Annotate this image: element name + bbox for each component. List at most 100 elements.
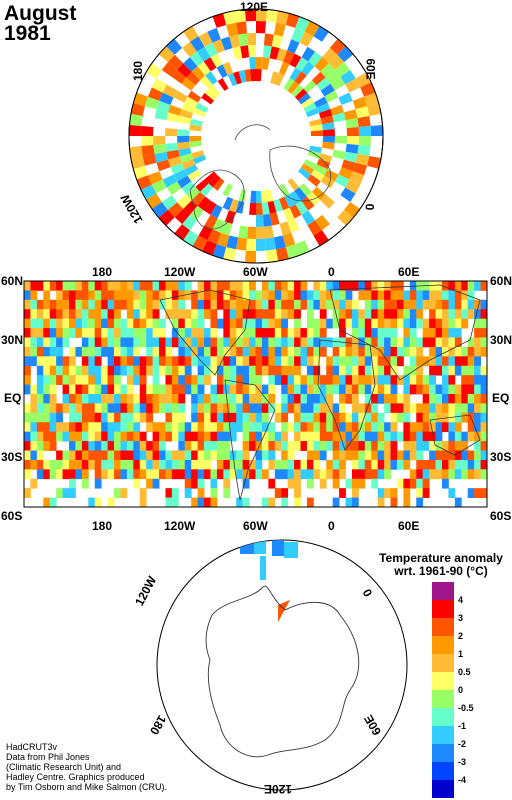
anomaly-cell <box>358 281 366 291</box>
anomaly-cell <box>30 290 38 301</box>
polar-anomaly-cell <box>191 191 206 206</box>
anomaly-cell <box>313 318 321 329</box>
anomaly-cell <box>24 375 31 385</box>
anomaly-cell <box>448 412 456 423</box>
legend-tick: 2 <box>458 631 464 641</box>
anomaly-cell <box>88 290 96 301</box>
anomaly-cell <box>416 403 424 414</box>
anomaly-cell <box>171 488 179 498</box>
anomaly-cell <box>159 328 166 338</box>
anomaly-cell <box>313 346 321 357</box>
anomaly-cell <box>281 497 289 508</box>
anomaly-cell <box>345 412 353 423</box>
anomaly-cell <box>364 422 372 433</box>
anomaly-cell <box>229 394 237 404</box>
anomaly-cell <box>81 290 89 301</box>
anomaly-cell <box>62 328 70 338</box>
polar-anomaly-cell <box>334 62 351 77</box>
anomaly-cell <box>223 337 231 348</box>
polar-anomaly-cell <box>278 196 290 211</box>
anomaly-cell <box>454 459 462 470</box>
anomaly-cell <box>56 318 63 329</box>
anomaly-cell <box>409 309 417 320</box>
anomaly-cell <box>30 346 38 357</box>
anomaly-cell <box>339 403 346 414</box>
anomaly-cell <box>75 469 83 480</box>
anomaly-cell <box>159 356 166 367</box>
anomaly-cell <box>345 356 353 367</box>
anomaly-cell <box>81 337 89 348</box>
anomaly-cell <box>165 375 173 385</box>
anomaly-cell <box>216 365 224 376</box>
anomaly-cell <box>242 459 250 470</box>
anomaly-cell <box>429 346 436 357</box>
polar-anomaly-cell <box>295 240 310 256</box>
anomaly-cell <box>454 281 462 291</box>
anomaly-cell <box>364 384 372 395</box>
anomaly-cell <box>49 309 57 320</box>
anomaly-cell <box>191 394 199 404</box>
anomaly-cell <box>255 337 263 348</box>
anomaly-cell <box>229 422 237 433</box>
polar-anomaly-cell <box>182 41 197 58</box>
anomaly-cell <box>139 281 147 291</box>
anomaly-cell <box>306 318 314 329</box>
anomaly-cell <box>120 318 128 329</box>
anomaly-cell <box>107 318 115 329</box>
anomaly-cell <box>281 299 289 310</box>
anomaly-cell <box>114 309 121 320</box>
anomaly-cell <box>268 450 276 461</box>
anomaly-cell <box>281 422 289 433</box>
anomaly-cell <box>274 318 282 329</box>
anomaly-cell <box>30 450 38 461</box>
polar-anomaly-cell <box>303 159 317 170</box>
anomaly-cell <box>474 412 481 423</box>
anomaly-cell <box>306 337 314 348</box>
polar-anomaly-cell <box>266 249 279 263</box>
anomaly-cell <box>56 299 63 310</box>
anomaly-cell <box>377 431 385 442</box>
anomaly-cell <box>294 337 301 348</box>
anomaly-cell <box>49 431 57 442</box>
anomaly-cell <box>326 365 334 376</box>
polar-anomaly-cell <box>269 46 280 60</box>
anomaly-cell <box>36 412 44 423</box>
anomaly-cell <box>36 337 44 348</box>
anomaly-cell <box>268 309 276 320</box>
anomaly-cell <box>441 328 449 338</box>
polar-anomaly-cell <box>222 61 234 76</box>
polar-anomaly-cell <box>315 214 330 231</box>
anomaly-cell <box>416 469 424 480</box>
anomaly-cell <box>294 488 301 498</box>
anomaly-cell <box>319 441 327 451</box>
anomaly-cell <box>62 290 70 301</box>
anomaly-cell <box>242 394 250 404</box>
anomaly-cell <box>43 403 51 414</box>
anomaly-cell <box>101 290 108 301</box>
anomaly-cell <box>30 281 38 291</box>
anomaly-cell <box>126 365 134 376</box>
anomaly-cell <box>126 375 134 385</box>
anomaly-cell <box>146 450 154 461</box>
anomaly-cell <box>435 431 443 442</box>
anomaly-cell <box>216 469 224 480</box>
anomaly-cell <box>139 459 147 470</box>
lon-top-60w: 60W <box>243 265 268 279</box>
anomaly-cell <box>107 290 115 301</box>
anomaly-cell <box>454 403 462 414</box>
anomaly-cell <box>422 431 430 442</box>
anomaly-cell <box>371 318 379 329</box>
anomaly-cell <box>454 450 462 461</box>
polar-anomaly-cell <box>283 50 295 65</box>
polar-anomaly-cell <box>316 158 331 170</box>
polar-anomaly-cell <box>177 141 190 150</box>
anomaly-cell <box>261 328 269 338</box>
anomaly-cell <box>467 356 475 367</box>
anomaly-cell <box>197 469 205 480</box>
anomaly-cell <box>146 365 154 376</box>
anomaly-cell <box>197 318 205 329</box>
anomaly-cell <box>159 290 166 301</box>
polar-anomaly-cell <box>301 61 315 76</box>
anomaly-cell <box>69 412 76 423</box>
anomaly-cell <box>49 412 57 423</box>
